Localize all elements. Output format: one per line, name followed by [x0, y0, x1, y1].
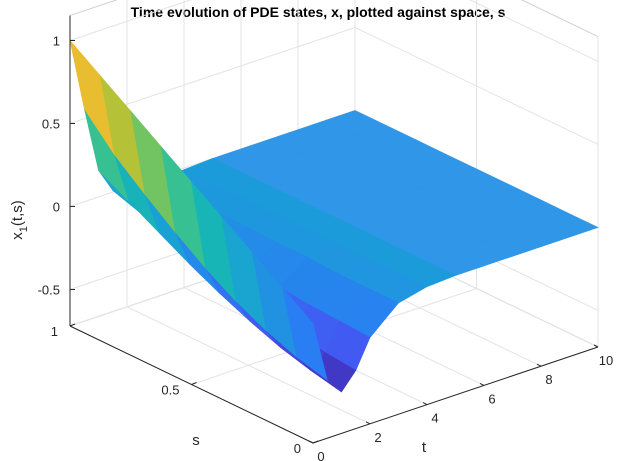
t-tick-label: 4 [431, 411, 438, 426]
tick-mark-t [479, 382, 485, 386]
t-axis-line [312, 346, 599, 444]
z-axis-label: x1(t,s) [9, 200, 30, 239]
z-tick-label: 1 [53, 33, 60, 48]
tick-mark-s [191, 382, 197, 385]
tick-labels: 0 2 4 6 8 10 0 0.5 1 -0.5 0 0.5 1 [38, 33, 614, 461]
tick-mark-t [536, 363, 542, 367]
grid-line-z [354, 27, 599, 145]
z-tick-label: 0 [53, 199, 60, 214]
box-edge [520, 0, 599, 38]
tick-mark-t [593, 344, 599, 348]
t-tick-label: 10 [599, 353, 613, 368]
tick-mark-s [312, 440, 319, 444]
t-axis-label: t [422, 439, 427, 456]
tick-mark-s [69, 323, 76, 327]
tick-mark-t [365, 421, 371, 425]
surface-patch [282, 287, 328, 381]
t-tick-label: 0 [317, 449, 324, 461]
tick-mark-t [308, 440, 314, 444]
z-tick-label: -0.5 [38, 282, 60, 297]
s-axis-label: s [192, 432, 200, 449]
grid-line-z [469, 0, 599, 62]
s-tick-label: 0.5 [161, 383, 179, 398]
s-tick-label: 1 [51, 324, 58, 339]
z-tick-label: 0.5 [42, 116, 60, 131]
t-tick-label: 8 [545, 372, 552, 387]
s-tick-label: 0 [294, 441, 301, 456]
t-tick-label: 2 [374, 430, 381, 445]
t-tick-label: 6 [488, 391, 495, 406]
chart-title: Time evolution of PDE states, x, plotted… [131, 4, 506, 20]
grid-line-z [69, 0, 192, 41]
surface [69, 40, 599, 393]
tick-mark-t [422, 402, 428, 406]
